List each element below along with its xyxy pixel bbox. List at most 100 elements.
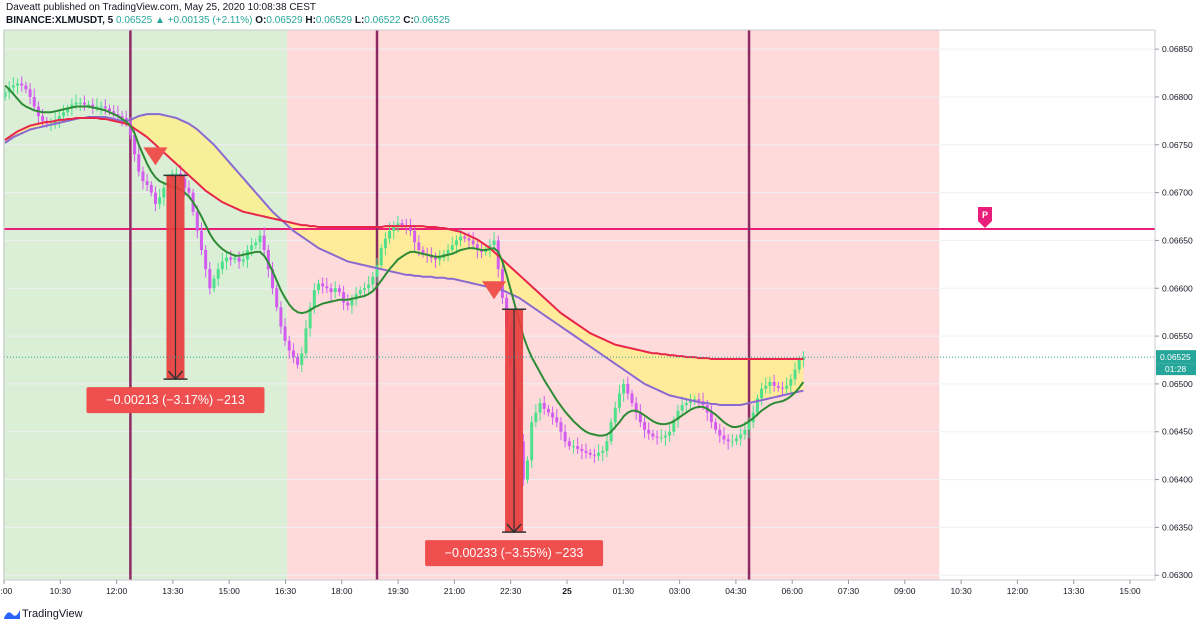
candle [317,283,320,291]
y-tick-label: 0.06800 [1162,92,1193,102]
x-tick-label: 12:00 [106,586,128,596]
candle [726,439,730,442]
x-tick-label: 16:30 [275,586,297,596]
y-tick-label: 0.06600 [1162,283,1193,293]
candle [41,116,45,121]
candle [16,83,20,86]
candle [220,261,224,270]
candle [567,441,571,447]
high-value: 0.06529 [315,15,353,26]
last-price-tag [1156,350,1196,364]
candle [321,283,325,287]
candle [342,292,346,303]
candle [241,259,245,262]
candle [613,407,617,423]
candle [471,240,475,245]
x-tick-label: 13:30 [162,586,184,596]
y-tick-label: 0.06700 [1162,188,1193,198]
candle [617,393,621,408]
y-tick-label: 0.06550 [1162,331,1193,341]
y-tick-label: 0.06300 [1162,570,1193,580]
candle [521,441,525,480]
candle [785,385,789,389]
candle [492,240,496,246]
candle [367,284,371,289]
candle [233,257,237,260]
candle [20,83,24,86]
candle [174,173,178,175]
candle [764,385,768,389]
candle [789,379,793,386]
candle [559,422,563,432]
candle [199,230,203,250]
candle [793,369,797,380]
trade-result-text: −0.00233 (−3.55%) −233 [445,546,584,560]
candle [95,106,99,108]
candle [162,187,166,198]
candle [459,236,463,241]
y-tick-label: 0.06450 [1162,427,1193,437]
candle [526,460,529,480]
candle [237,257,241,262]
candle [601,450,605,453]
candle [66,108,70,113]
session-band [287,30,940,580]
candle [643,422,647,430]
y-tick-label: 0.06850 [1162,44,1193,54]
candle [254,242,258,246]
candle [542,403,546,409]
candle [668,431,672,436]
candle [446,250,450,254]
x-tick-label: 07:30 [838,586,860,596]
x-tick-label: 10:30 [50,586,72,596]
candle [362,288,366,291]
candle [684,403,688,405]
candle [597,452,601,456]
pivot-marker-icon[interactable] [978,206,992,228]
candle [371,276,375,285]
price-change: ▲ +0.00135 (+2.11%) [154,15,253,26]
low-label: L: [354,15,365,26]
candle [780,387,784,389]
candle [747,422,751,430]
candle [475,244,479,250]
candle [329,288,333,293]
high-label: H: [305,15,316,26]
trade-result-text: −0.00213 (−3.17%) −213 [106,393,245,407]
candle [124,118,128,121]
candle [145,181,149,185]
last-price-tag-text: 0.06525 [1160,352,1191,362]
brand-label[interactable]: TradingView [22,608,83,620]
countdown-tag-text: 01:28 [1165,364,1187,374]
candle [57,116,61,120]
candle [434,257,438,260]
candle [655,436,659,438]
candle [279,307,283,327]
candle [680,404,684,411]
candle [467,238,471,241]
tradingview-logo-icon[interactable] [4,609,20,619]
candle [375,265,379,277]
candle [225,257,229,262]
candle [463,236,467,239]
candle [296,357,300,365]
x-tick-label: 04:30 [725,586,747,596]
candle [689,401,693,404]
symbol-name[interactable]: BINANCE:XLMUSDT, 5 [6,15,114,26]
candle [212,278,216,289]
open-label: O: [255,15,267,26]
candle [3,92,7,97]
candle [99,106,103,108]
x-tick-label: 18:00 [331,586,353,596]
candle [258,235,262,243]
ema-fast-line [4,84,805,437]
ema-slow-purple-line [4,113,804,406]
candle [400,223,404,226]
y-tick-label: 0.06350 [1162,522,1193,532]
ema-cloud-fill [5,114,804,405]
symbol-legend[interactable]: BINANCE:XLMUSDT, 5 0.06525 ▲ +0.00135 (+… [6,15,450,26]
candle [108,108,111,112]
candle [571,446,575,448]
candle [195,211,199,231]
